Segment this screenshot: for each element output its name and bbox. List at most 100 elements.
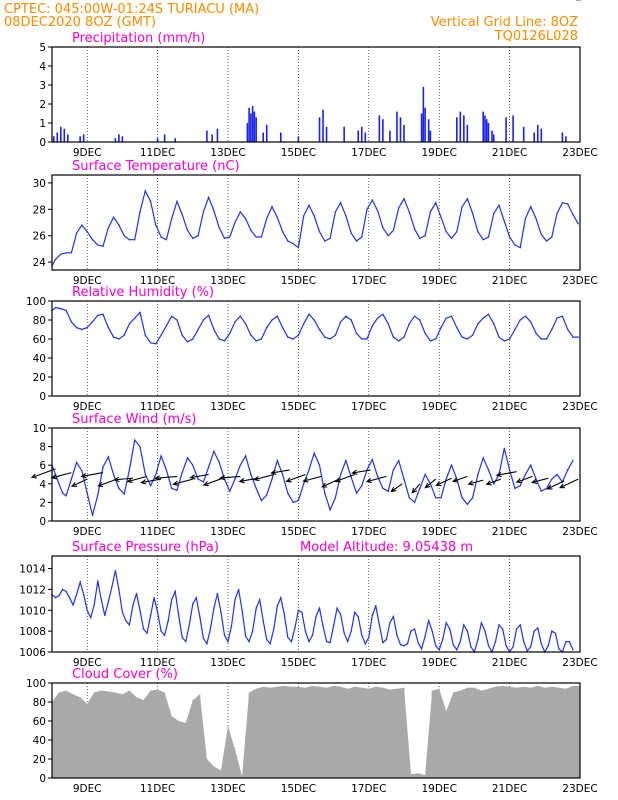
data-point [551,328,553,331]
data-point [91,239,94,241]
data-point [251,630,254,632]
data-point [503,447,505,450]
data-point [403,198,405,200]
data-point [118,338,120,340]
data-point [371,199,373,201]
data-point [524,315,527,317]
data-point [355,240,358,242]
data-point [107,227,110,229]
y-tick-label: 2 [39,497,46,509]
data-point [392,336,395,338]
data-point [308,640,310,643]
data-point [398,459,400,462]
data-point [556,212,558,214]
data-point [303,323,305,325]
data-point [419,487,421,490]
data-point [229,490,231,492]
data-point [255,487,257,490]
data-point [503,220,505,222]
panel-title: Surface Pressure (hPa) [72,540,219,555]
header-vertical-grid: Vertical Grid Line: 8OZ [431,15,578,30]
x-tick-label: 19DEC [421,275,456,287]
panel-title: Relative Humidity (%) [72,285,214,300]
data-point [239,211,241,213]
panel-title: Surface Wind (m/s) [72,412,196,427]
data-point [508,236,511,238]
data-point [185,640,187,643]
data-point [364,643,366,645]
data-point [273,628,275,630]
y-tick-label: 6 [39,460,46,472]
x-tick-label: 23DEC [562,526,597,538]
data-point [398,340,400,342]
y-tick-label: 1010 [19,605,46,617]
data-point [477,638,479,641]
data-point [86,492,88,494]
data-point [519,485,521,487]
panels: Precipitation (mm/h) 9DEC 11DEC 13DEC 15DEC 1… [19,0,598,795]
data-point [266,217,268,220]
data-point [97,580,99,582]
data-point [72,604,74,606]
data-point [213,209,215,212]
data-point [445,231,447,233]
x-tick-label: 11DEC [140,275,175,287]
data-point [149,485,152,487]
x-tick-label: 21DEC [492,526,527,538]
data-point [75,232,78,234]
data-point [83,593,85,596]
x-tick-label: 21DEC [492,275,527,287]
data-point [503,340,505,342]
data-point [461,206,463,208]
data-point [118,588,120,591]
x-tick-label: 13DEC [210,401,245,413]
y-tick-label: 80 [33,697,46,709]
panel-frame [51,300,581,397]
wind-arrow [351,469,371,475]
x-tick-label: 13DEC [210,275,245,287]
data-point [361,338,363,340]
data-point [413,315,416,317]
y-tick-label: 0 [39,773,46,785]
data-point [112,473,115,476]
data-point [167,620,169,622]
data-point [262,620,264,622]
wind-arrow [285,473,306,483]
panel-5: Cloud Cover (%) 9DEC 11DEC 13DEC 15DEC 17DEC 1… [26,667,598,795]
data-point [450,237,453,239]
wind-arrow [411,483,421,494]
data-point [350,232,352,234]
data-point [572,459,574,462]
data-point [230,625,233,627]
data-point [70,478,73,480]
data-point [134,439,136,441]
data-point [403,478,405,480]
data-point [355,492,358,494]
data-point [339,473,342,476]
data-point [207,196,210,199]
panel-frame [51,682,581,779]
data-point [165,325,168,327]
data-point [413,501,416,504]
data-point [97,314,99,316]
data-point [207,314,210,316]
data-point [234,321,236,323]
data-point [132,604,134,606]
data-point [350,319,352,321]
x-tick-label: 15DEC [281,401,316,413]
data-point [398,207,400,209]
data-point [477,323,479,325]
data-point [181,471,183,474]
data-point [315,615,317,618]
x-tick-label: 23DEC [562,275,597,287]
x-tick-label: 13DEC [210,147,245,159]
y-tick-label: 8 [39,442,46,454]
data-point [186,229,189,232]
data-point [144,473,146,476]
data-point [371,458,373,461]
data-point [266,326,268,329]
data-point [239,464,241,466]
panel-frame [51,555,581,653]
x-tick-label: 19DEC [421,526,456,538]
